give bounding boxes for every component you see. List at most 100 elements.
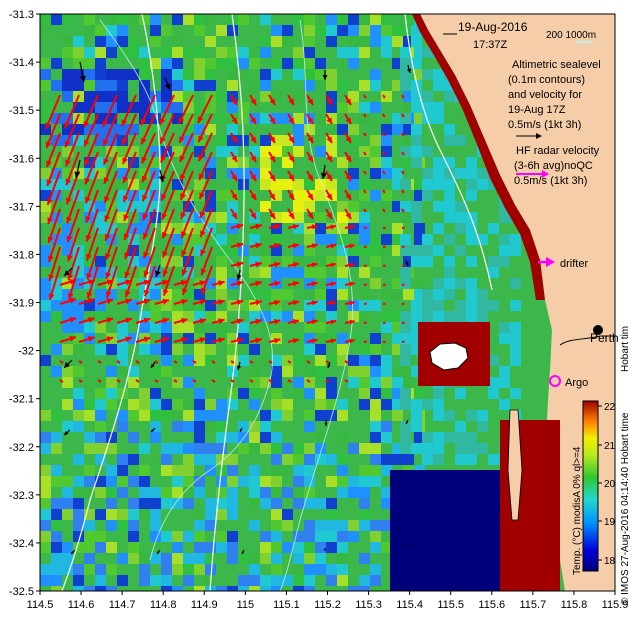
hf-velocity-arrow-head — [364, 115, 366, 117]
hf-velocity-arrow-head — [250, 212, 256, 219]
x-tick-label: 115.2 — [314, 599, 341, 611]
hf-velocity-arrow-head — [143, 336, 151, 343]
hf-velocity-arrow-head — [403, 303, 405, 305]
hf-velocity-arrow-head — [142, 194, 148, 202]
x-tick-label: 115.1 — [273, 599, 300, 611]
hf-velocity-arrow-head — [103, 158, 109, 165]
y-tick-label: -31.7 — [9, 201, 34, 213]
hf-velocity-arrow-head — [255, 242, 262, 249]
hf-velocity-arrow-head — [250, 136, 256, 143]
hf-velocity-arrow-head — [198, 154, 205, 162]
hf-velocity-arrow-head — [200, 249, 206, 257]
hf-velocity-arrow-head — [106, 279, 114, 286]
colorbar-title: Temp. (°C) modisA 0% ql>=4 — [572, 446, 583, 575]
southern-cold-patch — [390, 470, 500, 591]
hf-velocity-arrow-head — [143, 270, 150, 278]
hf-velocity-arrow-head — [402, 115, 404, 117]
hf-velocity-arrow-head — [311, 300, 318, 306]
legend-alt-line-3: and velocity for — [508, 89, 582, 101]
hf-velocity-arrow-head — [199, 173, 205, 181]
y-tick-label: -31.5 — [9, 105, 34, 117]
hf-velocity-arrow-head — [292, 243, 299, 249]
hf-velocity-arrow-head — [161, 231, 168, 239]
altimetry-velocity-arrow-head — [407, 68, 411, 73]
hf-velocity-arrow-head — [307, 98, 313, 105]
perth-label: Perth — [590, 331, 619, 345]
hf-velocity-arrow-head — [403, 341, 405, 343]
y-tick-label: -31.6 — [9, 153, 34, 165]
hf-velocity-arrow-head — [161, 212, 168, 220]
hf-velocity-arrow-head — [125, 279, 132, 286]
hf-velocity-arrow-head — [383, 210, 385, 212]
hf-velocity-arrow-head — [87, 317, 95, 323]
argo-marker — [549, 375, 561, 387]
hf-velocity-arrow-head — [269, 117, 275, 124]
hf-velocity-arrow-head — [330, 224, 337, 230]
hf-velocity-arrow-head — [384, 265, 386, 267]
hf-velocity-arrow-head — [143, 289, 150, 297]
y-tick-label: -31.9 — [9, 298, 34, 310]
hf-velocity-arrow-head — [180, 336, 188, 343]
hf-velocity-arrow-head — [274, 299, 281, 306]
y-tick-label: -32 — [18, 346, 34, 358]
hf-velocity-arrow-head — [80, 380, 82, 382]
hf-velocity-arrow-head — [236, 299, 244, 306]
hf-velocity-arrow-head — [311, 224, 318, 230]
hf-velocity-arrow-head — [250, 117, 256, 124]
colorbar-ticks: 22 21 20 19 18 — [598, 402, 616, 567]
garden-island — [507, 409, 523, 521]
altimetry-velocity-arrow-head — [320, 172, 327, 179]
hf-velocity-arrow-head — [288, 117, 294, 124]
hf-velocity-arrow-head — [125, 317, 132, 324]
legend-alt-line-4: 19-Aug 17Z — [508, 104, 566, 116]
hf-velocity-arrow-head — [198, 135, 204, 143]
hf-velocity-arrow-head — [199, 211, 206, 219]
hf-velocity-arrow-head — [48, 293, 55, 300]
hf-velocity-arrow-head — [231, 117, 237, 124]
hf-velocity-arrow-head — [67, 292, 74, 300]
hf-velocity-arrow-head — [218, 337, 225, 344]
hf-velocity-arrow-head — [365, 341, 367, 343]
altimetry-velocity-arrow-head — [64, 270, 70, 276]
altimetry-velocity-arrow-head — [240, 429, 242, 432]
hf-velocity-arrow-head — [364, 134, 366, 136]
hf-velocity-arrow-head — [200, 268, 207, 276]
y-tick-label: -31.3 — [9, 9, 34, 21]
hf-velocity-arrow-head — [103, 139, 109, 146]
colorbar-tick-label: 21 — [604, 441, 616, 452]
legend-hf-line-2: (3-6h avg)noQC — [514, 160, 593, 172]
hf-velocity-arrow-head — [80, 361, 82, 363]
hf-velocity-arrow-head — [349, 262, 355, 268]
x-tick-label: 115.8 — [561, 599, 588, 611]
hf-velocity-arrow-head — [123, 214, 130, 222]
hf-velocity-arrow-head — [274, 318, 281, 325]
altimetry-velocity-arrow-head — [155, 270, 161, 277]
hf-velocity-arrow-head — [159, 117, 166, 125]
hf-velocity-arrow-head — [161, 193, 167, 201]
hf-velocity-arrow-head — [308, 380, 310, 382]
hf-velocity-arrow-head — [156, 380, 158, 382]
hf-velocity-arrow-head — [199, 337, 207, 343]
colorbar-tick-label: 22 — [604, 402, 616, 413]
hf-velocity-arrow-head — [292, 281, 299, 287]
hf-velocity-arrow-head — [106, 317, 114, 324]
hf-velocity-arrow-head — [160, 155, 167, 163]
hf-velocity-arrow-head — [142, 213, 149, 221]
hf-velocity-arrow-head — [137, 380, 139, 382]
hf-velocity-arrow-head — [156, 361, 158, 363]
hf-velocity-arrow-head — [345, 117, 351, 124]
altimetry-velocity-arrow-head — [157, 551, 160, 554]
hf-velocity-arrow-head — [124, 252, 130, 260]
hf-velocity-arrow-head — [46, 179, 53, 186]
contour-200m-shelf — [404, 14, 493, 291]
hf-velocity-arrow-head — [364, 210, 366, 212]
hf-velocity-arrow-head — [326, 98, 332, 105]
hf-velocity-arrow-head — [105, 253, 111, 260]
hf-velocity-arrow-head — [330, 243, 337, 249]
altimetry-velocity-arrow-head — [324, 549, 326, 551]
hf-velocity-arrow-head — [326, 193, 332, 200]
hf-velocity-arrow-head — [402, 134, 404, 136]
altimetry-velocity-arrow-head — [158, 175, 165, 182]
hf-velocity-arrow-head — [349, 281, 355, 287]
